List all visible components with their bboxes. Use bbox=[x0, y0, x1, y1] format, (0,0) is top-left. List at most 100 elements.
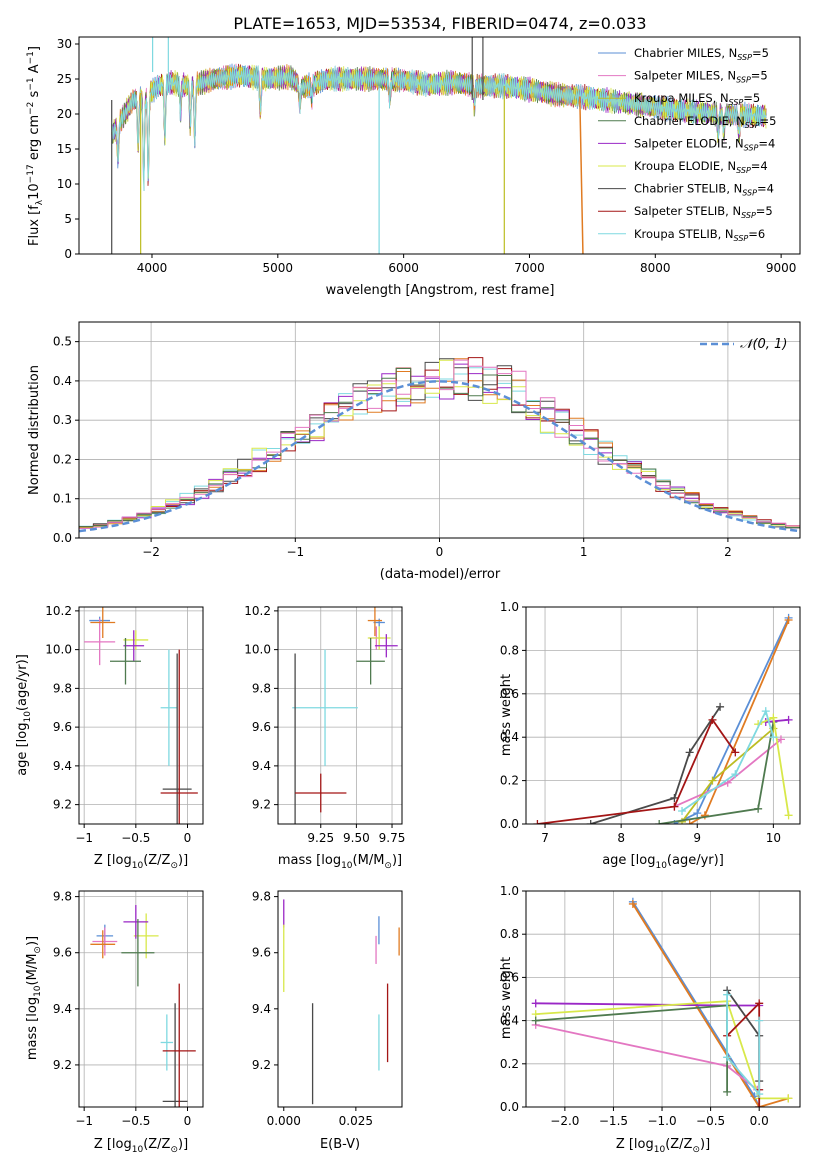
weight-vs-metallicity-xtick-label: −1.0 bbox=[647, 1114, 676, 1128]
weight-vs-metallicity-frame bbox=[525, 890, 801, 1108]
weight-vs-age-panel: 7 8 9 10 0.0 0.2 0.4 0.6 0.8 1.0 mass weight age … bbox=[499, 600, 801, 871]
label-part: 10 bbox=[33, 985, 43, 997]
legend-tail: =5 bbox=[760, 114, 777, 128]
legend-text: Chabrier MILES, N bbox=[634, 46, 737, 60]
age-vs-mass-ytick-label: 9.6 bbox=[252, 720, 271, 734]
legend-subscript: SSP bbox=[729, 98, 744, 107]
label-part: (age/yr)] bbox=[15, 654, 30, 711]
legend-subscript: SSP bbox=[734, 234, 749, 243]
legend-text: Kroupa MILES, N bbox=[634, 91, 729, 105]
age-vs-mass-ytick-label: 9.8 bbox=[252, 681, 271, 695]
residuals-ytick-label: 0.3 bbox=[53, 413, 72, 427]
weight-vs-metallicity-lines bbox=[531, 897, 793, 1107]
weight-vs-age-marker bbox=[731, 770, 740, 779]
age-vs-metallicity-ytick-label: 9.4 bbox=[53, 759, 72, 773]
age-vs-mass-xtick-label: 9.75 bbox=[379, 831, 406, 845]
spectrum-cutoff bbox=[579, 96, 584, 254]
weight-vs-metallicity-series-kroupa_stelib bbox=[726, 994, 761, 1097]
legend-text: Salpeter STELIB, N bbox=[634, 204, 741, 218]
age-vs-mass-panel: 9.25 9.50 9.75 9.2 9.4 9.6 9.8 10.0 10.2 mass [l… bbox=[244, 604, 406, 871]
label-part: 10 bbox=[132, 1145, 144, 1155]
ylabel-part: −17 bbox=[26, 164, 36, 183]
weight-vs-metallicity-series-chabrier_elodie bbox=[535, 1004, 728, 1092]
weight-vs-metallicity-marker bbox=[628, 899, 637, 908]
mass-vs-metallicity-frame bbox=[78, 890, 204, 1108]
label-part: 10 bbox=[341, 861, 353, 871]
weight-vs-age-marker bbox=[776, 735, 785, 744]
age-vs-metallicity-ytick-label: 10.2 bbox=[45, 604, 72, 618]
residuals-ytick-label: 0.2 bbox=[53, 452, 72, 466]
mass-vs-metallicity-ytick-label: 9.8 bbox=[53, 890, 72, 904]
mass-vs-metallicity-xtick-label: 0 bbox=[184, 1114, 192, 1128]
spectrum-ytick-label: 25 bbox=[57, 72, 72, 86]
age-vs-metallicity-ytick-label: 9.6 bbox=[53, 720, 72, 734]
legend-subscript: SSP bbox=[737, 53, 752, 62]
weight-vs-age-frame bbox=[525, 606, 801, 825]
spectrum-xtick-label: 8000 bbox=[640, 261, 671, 275]
weight-vs-age-series-chabrier_stelib bbox=[590, 706, 721, 824]
age-vs-metallicity-panel: −1 −0.5 09.29.49.69.810.010.2 age [log10(a… bbox=[15, 604, 204, 871]
ylabel-part: −1 bbox=[26, 51, 36, 64]
residuals-ytick-label: 0.5 bbox=[53, 335, 72, 349]
residuals-xlabel: (data-model)/error bbox=[380, 567, 501, 582]
legend-text: Chabrier STELIB, N bbox=[634, 182, 742, 196]
label-part: mass [log bbox=[25, 997, 40, 1060]
weight-vs-age-marker bbox=[655, 820, 664, 824]
spectrum-plot-area: 4000 5000 6000 7000 8000 9000 0 5 10 15 20 25 30 bbox=[57, 37, 796, 275]
label-part: )] bbox=[392, 853, 402, 868]
mass-vs-extinction-xlabel: E(B-V) bbox=[320, 1137, 360, 1152]
weight-vs-metallicity-xtick-label: −0.5 bbox=[696, 1114, 725, 1128]
legend-label: Salpeter ELODIE, NSSP=4 bbox=[634, 136, 775, 152]
spectrum-lines bbox=[111, 37, 767, 254]
age-vs-metallicity-ytick-label: 9.2 bbox=[53, 798, 72, 812]
mass-vs-metallicity-ytick-label: 9.2 bbox=[53, 1058, 72, 1072]
weight-vs-metallicity-xtick-label: −1.5 bbox=[599, 1114, 628, 1128]
legend-label: Chabrier MILES, NSSP=5 bbox=[634, 46, 769, 62]
weight-vs-age-xtick-label: 9 bbox=[693, 831, 701, 845]
age-vs-mass-xtick-label: 9.25 bbox=[307, 831, 334, 845]
weight-vs-age-marker bbox=[670, 802, 679, 811]
age-vs-mass-xlabel: mass [log10(M/M⊙)] bbox=[278, 853, 402, 871]
mass-vs-metallicity-xtick-label: −0.5 bbox=[121, 1114, 150, 1128]
mass-vs-metallicity-panel: −1 −0.5 09.29.49.69.8 mass [log10(M/M⊙)] Z… bbox=[25, 890, 204, 1155]
weight-vs-age-marker bbox=[769, 733, 778, 742]
weight-vs-age-ytick-label: 0.4 bbox=[500, 730, 519, 744]
age-vs-metallicity-xtick-label: 0 bbox=[184, 831, 192, 845]
label-part: (M/M bbox=[25, 954, 40, 986]
legend-tail: =6 bbox=[748, 227, 765, 241]
weight-vs-age-marker bbox=[769, 713, 778, 722]
legend-text: Salpeter MILES, N bbox=[634, 69, 736, 83]
age-vs-mass-ytick-label: 9.2 bbox=[252, 798, 271, 812]
weight-vs-age-ytick-label: 1.0 bbox=[500, 600, 519, 614]
weight-vs-age-marker bbox=[731, 748, 740, 757]
weight-vs-age-ylabel: mass weight bbox=[499, 674, 514, 756]
weight-vs-metallicity-ytick-label: 0.6 bbox=[500, 970, 519, 984]
weight-vs-age-marker bbox=[761, 707, 770, 716]
label-part: ⊙ bbox=[384, 861, 392, 871]
weight-vs-metallicity-marker bbox=[723, 1087, 732, 1096]
ylabel-part: erg cm bbox=[27, 115, 42, 164]
spectrum-ytick-label: 15 bbox=[57, 142, 72, 156]
legend-label: Chabrier STELIB, NSSP=4 bbox=[634, 182, 774, 198]
legend-tail: =5 bbox=[751, 69, 768, 83]
weight-vs-metallicity-ytick-label: 0.0 bbox=[500, 1100, 519, 1114]
spectrum-ytick-label: 30 bbox=[57, 37, 72, 51]
mass-vs-extinction-ytick-label: 9.4 bbox=[252, 1002, 271, 1016]
legend-label: Kroupa STELIB, NSSP=6 bbox=[634, 227, 765, 243]
ylabel-part: 10 bbox=[27, 183, 42, 200]
mass-vs-extinction-xtick-label: 0.025 bbox=[339, 1114, 373, 1128]
residuals-ytick-label: 0.0 bbox=[53, 531, 72, 545]
legend-subscript: SSP bbox=[744, 143, 759, 152]
weight-vs-age-ytick-label: 0.6 bbox=[500, 687, 519, 701]
residuals-xtick-label: −2 bbox=[142, 545, 160, 559]
weight-vs-age-ytick-label: 0.8 bbox=[500, 643, 519, 657]
weight-vs-metallicity-xlabel: Z [log10(Z/Z⊙)] bbox=[616, 1137, 710, 1155]
mass-vs-extinction-panel: 0.000 0.025 9.2 9.4 9.6 9.8 E(B-V) bbox=[252, 890, 403, 1152]
mass-vs-metallicity-ylabel: mass [log10(M/M⊙)] bbox=[25, 936, 43, 1060]
weight-vs-metallicity-marker bbox=[723, 990, 732, 999]
residuals-xtick-label: 0 bbox=[436, 545, 444, 559]
residuals-ylabel: Normed distribution bbox=[27, 365, 42, 495]
age-vs-mass-ytick-label: 9.4 bbox=[252, 759, 271, 773]
spectrum-ytick-label: 20 bbox=[57, 107, 72, 121]
weight-vs-age-marker bbox=[685, 820, 694, 824]
